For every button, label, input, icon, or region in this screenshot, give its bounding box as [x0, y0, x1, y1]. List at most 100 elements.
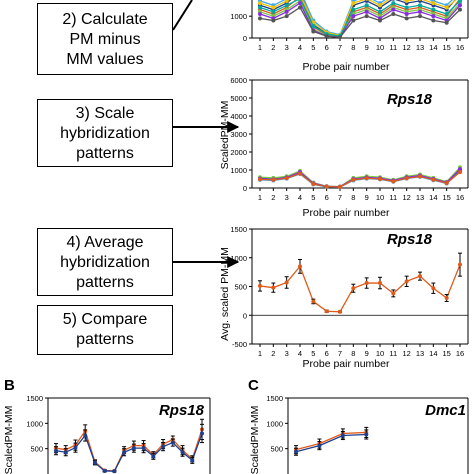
- x-tick-label: 1: [258, 43, 262, 52]
- x-tick-label: 15: [442, 349, 450, 358]
- data-point: [378, 3, 382, 8]
- series-line: [259, 2, 461, 38]
- y-tick-label: 1000: [230, 12, 247, 21]
- x-tick-label: 6: [325, 43, 329, 52]
- data-point: [340, 433, 345, 438]
- y-tick-label: -500: [232, 340, 247, 349]
- step-line: MM values: [66, 51, 144, 68]
- x-axis-label: Probe pair number: [303, 358, 390, 370]
- data-point: [284, 3, 289, 8]
- x-tick-label: 9: [365, 43, 369, 52]
- x-tick-label: 3: [285, 349, 289, 358]
- data-point: [258, 5, 262, 10]
- data-point: [378, 9, 382, 14]
- x-tick-label: 12: [402, 43, 410, 52]
- x-tick-label: 2: [271, 43, 275, 52]
- data-point: [324, 309, 329, 314]
- x-tick-label: 11: [389, 193, 397, 202]
- data-point: [258, 177, 262, 182]
- chart-title: Rps18: [387, 231, 433, 248]
- y-axis-label: ScaledPM-MM: [3, 406, 15, 474]
- x-tick-label: 3: [285, 193, 289, 202]
- series-line: [259, 168, 461, 188]
- data-point: [122, 450, 127, 455]
- chart-title: Dmc1: [425, 402, 466, 419]
- data-point: [431, 286, 436, 291]
- data-point: [271, 177, 276, 182]
- x-tick-label: 2: [271, 349, 275, 358]
- step-line: patterns: [76, 331, 134, 348]
- data-point: [404, 0, 409, 3]
- data-point: [298, 0, 302, 1]
- x-tick-label: 6: [325, 349, 329, 358]
- y-tick-label: 0: [243, 184, 247, 193]
- x-tick-label: 16: [456, 349, 464, 358]
- data-point: [404, 279, 409, 284]
- data-point: [294, 449, 298, 454]
- data-point: [444, 5, 449, 10]
- data-point: [364, 9, 369, 14]
- data-point: [180, 450, 185, 455]
- series-line: [295, 431, 367, 451]
- y-tick-label: 0: [243, 311, 247, 320]
- y-tick-label: 5000: [230, 94, 247, 103]
- data-point: [418, 174, 422, 179]
- x-tick-label: 2: [271, 193, 275, 202]
- data-point: [351, 286, 356, 291]
- data-point: [324, 34, 329, 39]
- data-point: [317, 443, 322, 448]
- data-point: [391, 0, 395, 1]
- data-point: [365, 0, 369, 1]
- data-point: [391, 12, 396, 16]
- data-point: [284, 9, 289, 14]
- data-point: [431, 7, 436, 12]
- data-point: [458, 0, 462, 3]
- y-tick-label: 0: [243, 34, 247, 43]
- data-point: [351, 177, 356, 182]
- x-tick-label: 9: [365, 349, 369, 358]
- data-point: [364, 0, 369, 3]
- data-point: [83, 433, 88, 438]
- x-tick-label: 9: [365, 193, 369, 202]
- data-point: [364, 3, 369, 8]
- y-tick-label: 6000: [230, 76, 247, 85]
- data-point: [444, 12, 449, 16]
- data-point: [364, 176, 369, 181]
- data-point: [391, 7, 396, 12]
- data-point: [151, 454, 156, 459]
- data-point: [351, 1, 356, 6]
- data-point: [378, 18, 382, 23]
- x-tick-label: 4: [298, 43, 302, 52]
- data-point: [391, 179, 396, 184]
- data-point: [271, 18, 276, 23]
- connector-line: [172, 0, 193, 31]
- x-tick-label: 4: [298, 193, 302, 202]
- y-tick-label: 500: [270, 445, 283, 454]
- data-point: [73, 445, 78, 450]
- series-line: [259, 166, 461, 188]
- data-point: [141, 446, 146, 451]
- data-point: [311, 299, 316, 304]
- data-point: [431, 177, 436, 182]
- step-line: 2) Calculate: [62, 11, 148, 28]
- data-point: [458, 7, 462, 12]
- step-line: 3) Scale: [75, 105, 135, 122]
- x-axis-label: Probe pair number: [303, 207, 390, 219]
- x-tick-label: 15: [442, 43, 450, 52]
- x-tick-label: 5: [311, 43, 315, 52]
- x-axis-label: Probe pair number: [303, 61, 390, 73]
- data-point: [92, 460, 97, 465]
- data-point: [431, 14, 436, 19]
- data-point: [458, 167, 462, 172]
- y-axis-label: ScaledPM-MM: [219, 101, 231, 170]
- data-point: [364, 432, 369, 437]
- x-tick-label: 1: [258, 349, 262, 358]
- data-point: [311, 182, 316, 187]
- data-point: [418, 3, 422, 8]
- data-point: [284, 0, 289, 3]
- x-tick-label: 13: [416, 349, 424, 358]
- data-point: [131, 446, 136, 451]
- step-box-average: 4) Average hybridization patterns: [37, 228, 173, 296]
- step-line: patterns: [76, 274, 134, 291]
- data-point: [324, 184, 329, 189]
